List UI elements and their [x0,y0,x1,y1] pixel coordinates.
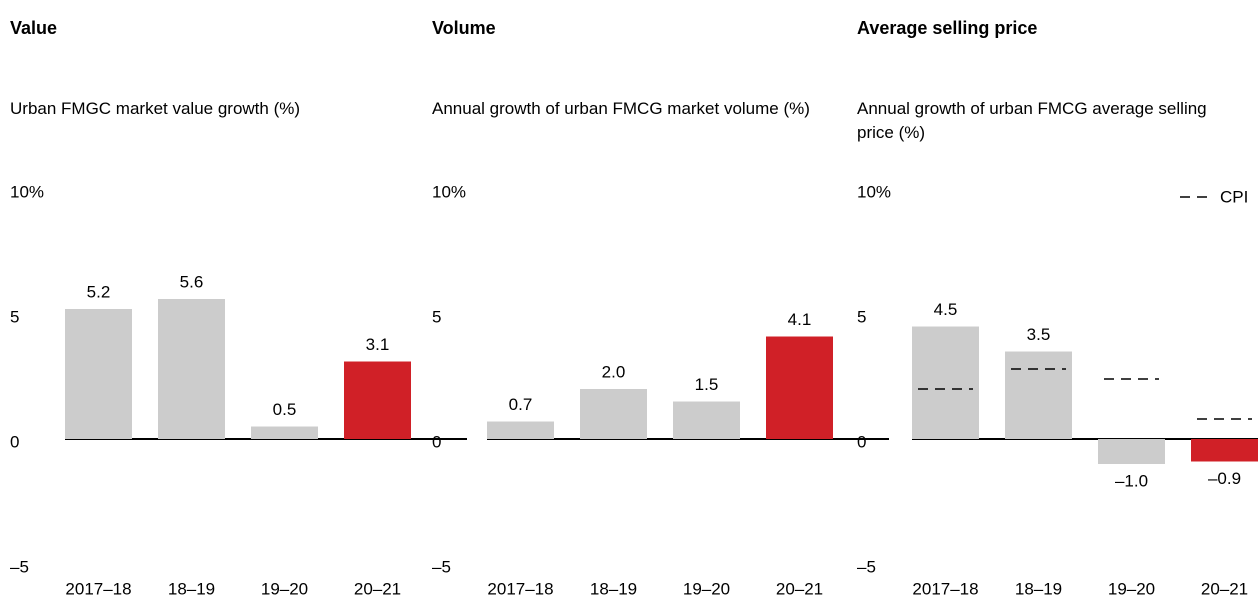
value-label: 4.5 [934,300,958,319]
x-tick-label: 2017–18 [487,579,553,598]
x-tick-label: 20–21 [354,579,401,598]
value-label: –0.9 [1208,469,1241,488]
y-tick-label: 5 [432,307,441,326]
bar [65,309,132,439]
y-tick-label: –5 [10,557,29,576]
value-label: 0.5 [273,400,297,419]
bar [251,426,318,439]
bar [766,336,833,439]
bar [158,299,225,439]
y-tick-label: 10% [10,182,44,201]
x-tick-label: 18–19 [1015,579,1062,598]
legend-label: CPI [1220,187,1248,206]
chart-subtitle: Urban FMGC market value growth (%) [10,99,301,118]
chart-title: Average selling price [857,18,1038,38]
y-tick-label: 0 [432,432,441,451]
x-tick-label: 20–21 [1201,579,1248,598]
value-label: 5.6 [180,272,204,291]
x-tick-label: 19–20 [683,579,730,598]
y-tick-label: 5 [10,307,19,326]
value-label: 3.5 [1027,325,1051,344]
bar [344,361,411,439]
value-label: 3.1 [366,335,390,354]
y-tick-label: 10% [857,182,891,201]
y-tick-label: 0 [857,432,866,451]
x-tick-label: 19–20 [1108,579,1155,598]
chart-title: Volume [432,18,496,38]
bar [580,389,647,439]
x-tick-label: 2017–18 [65,579,131,598]
value-label: 1.5 [695,375,719,394]
chart-title: Value [10,18,58,38]
bar [673,401,740,439]
bar [1191,439,1258,462]
value-label: 0.7 [509,395,533,414]
chart-subtitle: Annual growth of urban FMCG market volum… [432,99,810,118]
y-tick-label: 10% [432,182,466,201]
y-tick-label: –5 [857,557,876,576]
value-label: 5.2 [87,282,111,301]
x-tick-label: 2017–18 [912,579,978,598]
value-label: 4.1 [788,310,812,329]
value-label: –1.0 [1115,471,1148,490]
y-tick-label: 0 [10,432,19,451]
bar [1005,351,1072,439]
value-label: 2.0 [602,362,626,381]
x-tick-label: 20–21 [776,579,823,598]
y-tick-label: –5 [432,557,451,576]
x-tick-label: 18–19 [168,579,215,598]
x-tick-label: 18–19 [590,579,637,598]
bar [912,326,979,439]
y-tick-label: 5 [857,307,866,326]
bar [1098,439,1165,464]
bar [487,421,554,439]
chart-subtitle: Annual growth of urban FMCG average sell… [857,99,1207,142]
x-tick-label: 19–20 [261,579,308,598]
